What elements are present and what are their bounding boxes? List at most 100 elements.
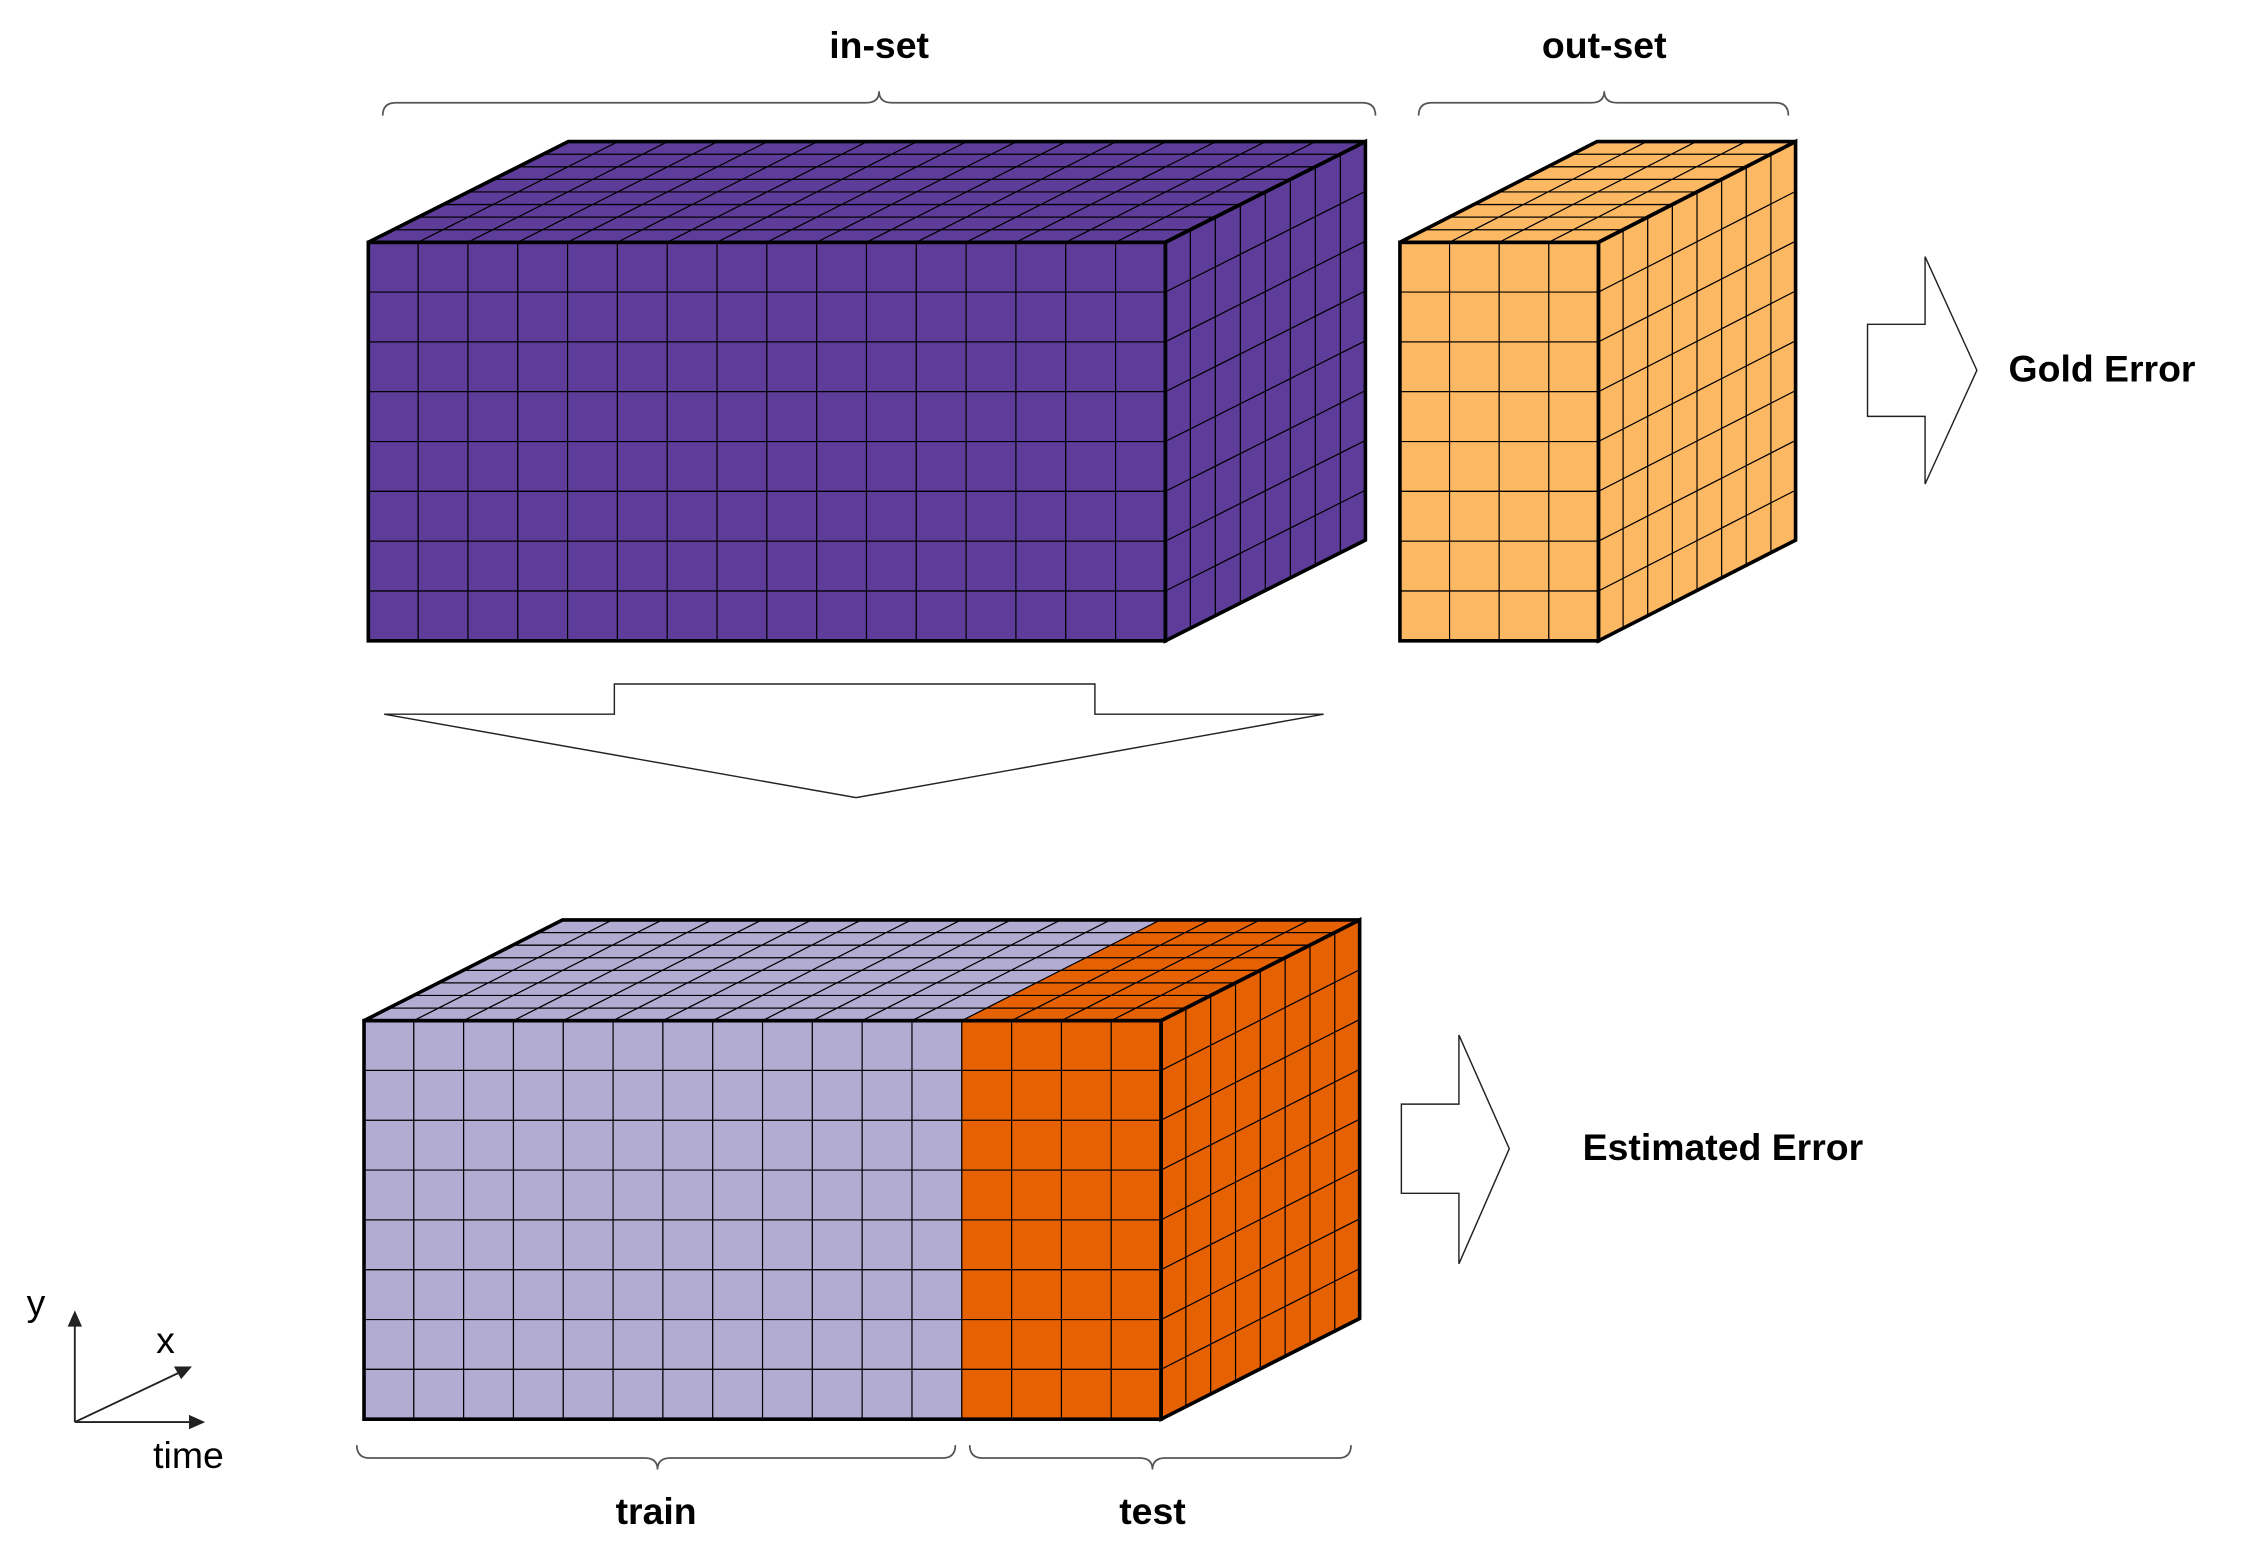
axes-icon: [67, 1310, 206, 1430]
front-cell: [467, 490, 519, 542]
front-cell: [761, 1269, 813, 1321]
front-cell: [517, 241, 569, 293]
front-cell: [1498, 540, 1550, 592]
front-cell: [662, 1368, 714, 1420]
front-cell: [567, 291, 618, 343]
front-cell: [865, 391, 917, 443]
front-cell: [965, 291, 1017, 343]
front-cell: [1110, 1368, 1162, 1420]
front-cell: [662, 1269, 714, 1321]
front-cell: [567, 391, 618, 443]
front-cell: [467, 241, 519, 293]
front-cell: [961, 1069, 1013, 1121]
front-cell: [1115, 590, 1166, 642]
front-cell: [915, 490, 967, 542]
front-cell: [1110, 1069, 1162, 1121]
front-cell: [865, 341, 917, 393]
front-cell: [567, 540, 618, 592]
front-cell: [616, 241, 668, 293]
front-cell: [1065, 341, 1117, 393]
front-cell: [961, 1219, 1013, 1271]
front-cell: [562, 1020, 614, 1072]
front-cell: [413, 1269, 465, 1321]
front-cell: [567, 241, 618, 293]
front-cell: [761, 1318, 813, 1370]
front-cell: [512, 1169, 564, 1221]
front-cell: [1548, 341, 1600, 393]
front-cell: [1548, 291, 1600, 343]
front-cell: [965, 391, 1017, 443]
front-cell: [463, 1169, 515, 1221]
front-cell: [861, 1119, 913, 1171]
front-cell: [1399, 341, 1451, 393]
front-cell: [1115, 490, 1166, 542]
front-cell: [965, 490, 1017, 542]
front-cell: [816, 590, 868, 642]
front-cell: [567, 341, 618, 393]
front-cell: [766, 391, 818, 443]
front-cell: [463, 1269, 515, 1321]
front-cell: [1060, 1020, 1112, 1072]
front-cell: [367, 540, 419, 592]
front-cell: [1448, 341, 1500, 393]
front-cell: [512, 1318, 564, 1370]
front-cell: [766, 540, 818, 592]
front-cell: [865, 540, 917, 592]
front-cell: [1011, 1119, 1063, 1171]
front-cell: [761, 1069, 813, 1121]
front-cell: [612, 1219, 664, 1271]
front-cell: [816, 341, 868, 393]
front-cell: [1399, 540, 1451, 592]
front-cell: [1399, 490, 1451, 542]
front-cell: [965, 341, 1017, 393]
y-axis-label: y: [27, 1281, 46, 1323]
front-cell: [1060, 1318, 1112, 1370]
front-cell: [712, 1219, 764, 1271]
front-cell: [512, 1119, 564, 1171]
front-cell: [517, 391, 569, 443]
front-cell: [417, 490, 469, 542]
front-cell: [463, 1069, 515, 1121]
front-cell: [816, 440, 868, 492]
front-cell: [811, 1119, 863, 1171]
front-cell: [766, 490, 818, 542]
front-cell: [1548, 540, 1600, 592]
front-cell: [1110, 1318, 1162, 1370]
front-cell: [567, 590, 618, 642]
front-cell: [612, 1119, 664, 1171]
front-cell: [616, 540, 668, 592]
front-cell: [1448, 241, 1500, 293]
front-cell: [811, 1368, 863, 1420]
front-cell: [811, 1169, 863, 1221]
front-cell: [567, 490, 618, 542]
front-cell: [1115, 391, 1166, 443]
front-cell: [861, 1368, 913, 1420]
front-cell: [662, 1169, 714, 1221]
front-cell: [562, 1219, 614, 1271]
front-cell: [761, 1119, 813, 1171]
side-outline: [1163, 138, 1368, 644]
estimated-error-label: Estimated Error: [1583, 1126, 1864, 1168]
front-cell: [413, 1219, 465, 1271]
front-cell: [1115, 440, 1166, 492]
front-cell: [911, 1169, 963, 1221]
front-cell: [965, 241, 1017, 293]
front-cell: [1065, 440, 1117, 492]
front-cell: [1548, 440, 1600, 492]
front-cell: [961, 1119, 1013, 1171]
front-cell: [367, 241, 419, 293]
front-cell: [1448, 391, 1500, 443]
front-cell: [1448, 590, 1500, 642]
front-cell: [961, 1020, 1013, 1072]
front-cell: [712, 1069, 764, 1121]
front-cell: [517, 590, 569, 642]
front-cell: [463, 1219, 515, 1271]
front-cell: [662, 1119, 714, 1171]
front-cell: [1060, 1069, 1112, 1121]
front-cell: [865, 291, 917, 343]
front-cell: [666, 291, 718, 343]
front-cell: [463, 1020, 515, 1072]
front-cell: [1065, 241, 1117, 293]
front-cell: [417, 341, 469, 393]
